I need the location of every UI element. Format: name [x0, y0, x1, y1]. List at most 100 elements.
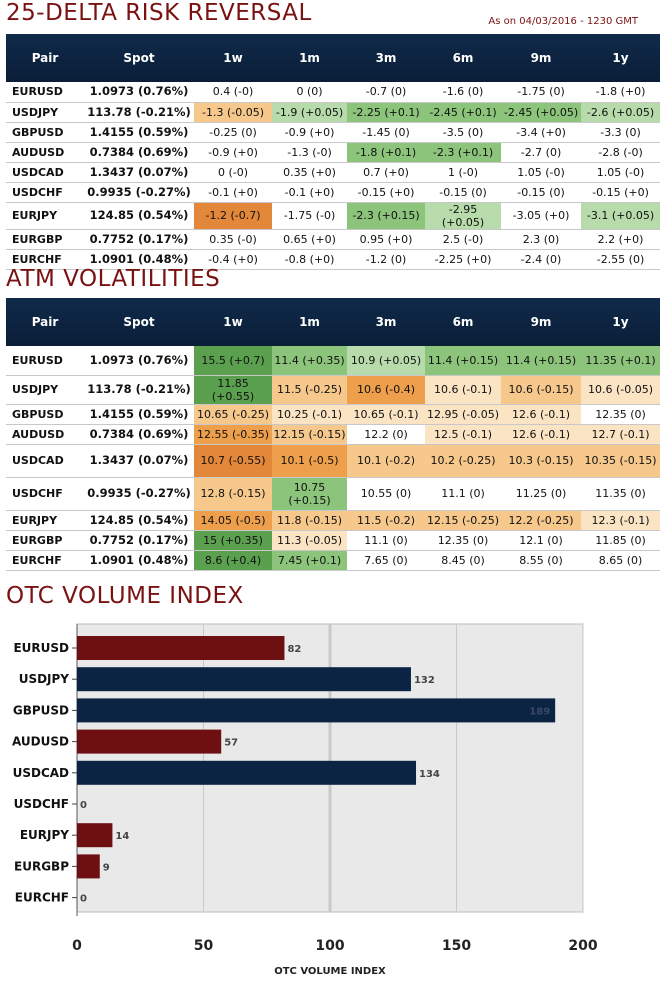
table-row: GBPUSD 1.4155 (0.59%) 10.65 (-0.25) 10.25 (…	[6, 404, 660, 425]
value-cell: 11.4 (+0.15)	[501, 346, 581, 376]
bar	[77, 823, 113, 848]
value-cell: 11.8 (-0.15)	[272, 510, 347, 531]
value-cell: -3.4 (+0)	[501, 122, 581, 143]
value-cell: 12.55 (-0.35)	[194, 424, 272, 445]
value-cell: -0.4 (+0)	[194, 249, 272, 270]
value-cell: 11.5 (-0.2)	[347, 510, 425, 531]
pair-cell: USDJPY	[6, 375, 84, 405]
value-cell: 10.3 (-0.15)	[501, 444, 581, 478]
value-cell: -2.6 (+0.05)	[581, 102, 660, 123]
spot-cell: 1.0901 (0.48%)	[84, 550, 194, 571]
value-cell: 12.35 (0)	[425, 530, 501, 551]
value-cell: 0 (-0)	[194, 162, 272, 183]
pair-cell: USDCAD	[6, 162, 84, 183]
risk-reversal-table: Pair Spot 1w 1m 3m 6m 9m 1y EURUSD 1.0973 (0.76%…	[6, 34, 660, 270]
value-cell: -2.45 (+0.05)	[501, 102, 581, 123]
category-label: USDCHF	[14, 797, 69, 811]
column-header: 6m	[425, 298, 501, 346]
value-cell: 10.25 (-0.1)	[272, 404, 347, 425]
table-row: EURUSD 1.0973 (0.76%) 0.4 (-0) 0 (0) -0.7 (0…	[6, 82, 660, 103]
column-header: 6m	[425, 34, 501, 82]
data-label: 0	[80, 800, 87, 811]
value-cell: 10.6 (-0.1)	[425, 375, 501, 405]
column-header: 3m	[347, 34, 425, 82]
spot-cell: 0.7384 (0.69%)	[84, 424, 194, 445]
bar	[77, 854, 100, 879]
atm-vol-title: ATM VOLATILITIES	[6, 266, 221, 292]
pair-cell: EURGBP	[6, 229, 84, 250]
value-cell: 12.15 (-0.25)	[425, 510, 501, 531]
data-label: 14	[115, 831, 129, 842]
value-cell: -0.1 (+0)	[194, 182, 272, 203]
value-cell: -3.5 (0)	[425, 122, 501, 143]
spot-cell: 1.4155 (0.59%)	[84, 122, 194, 143]
category-label: GBPUSD	[13, 703, 69, 717]
table-row: USDCHF 0.9935 (-0.27%) 12.8 (-0.15) 10.75 (…	[6, 477, 660, 511]
value-cell: 10.6 (-0.05)	[581, 375, 660, 405]
value-cell: -1.8 (+0.1)	[347, 142, 425, 163]
data-label: 0	[80, 894, 87, 905]
column-header: Spot	[84, 34, 194, 82]
pair-cell: USDCHF	[6, 477, 84, 511]
column-header: Pair	[6, 34, 84, 82]
value-cell: 11.1 (0)	[347, 530, 425, 551]
data-label: 189	[529, 706, 550, 717]
pair-cell: USDCAD	[6, 444, 84, 478]
value-cell: 10.6 (-0.4)	[347, 375, 425, 405]
spot-cell: 1.0973 (0.76%)	[84, 82, 194, 103]
table-row: EURGBP 0.7752 (0.17%) 0.35 (-0) 0.65 (+0) 0.…	[6, 229, 660, 250]
bar	[77, 636, 285, 660]
column-header: Spot	[84, 298, 194, 346]
value-cell: 11.35 (0)	[581, 477, 660, 511]
value-cell: 11.35 (+0.1)	[581, 346, 660, 376]
value-cell: -0.8 (+0)	[272, 249, 347, 270]
value-cell: 11.3 (-0.05)	[272, 530, 347, 551]
value-cell: -0.25 (0)	[194, 122, 272, 143]
value-cell: 0.4 (-0)	[194, 82, 272, 103]
spot-cell: 1.4155 (0.59%)	[84, 404, 194, 425]
value-cell: 10.6 (-0.15)	[501, 375, 581, 405]
table-row: EURJPY 124.85 (0.54%) -1.2 (-0.7) -1.75 (-0…	[6, 202, 660, 230]
value-cell: 0 (0)	[272, 82, 347, 103]
value-cell: -1.9 (+0.05)	[272, 102, 347, 123]
value-cell: 11.85 (+0.55)	[194, 375, 272, 405]
x-tick-label: 0	[72, 938, 82, 954]
table-row: USDJPY 113.78 (-0.21%) 11.85 (+0.55) 11.5 (…	[6, 375, 660, 405]
table-row: USDCAD 1.3437 (0.07%) 10.7 (-0.55) 10.1 (-0…	[6, 444, 660, 478]
value-cell: -2.25 (+0)	[425, 249, 501, 270]
value-cell: 1.05 (-0)	[581, 162, 660, 183]
value-cell: -2.7 (0)	[501, 142, 581, 163]
pair-cell: EURGBP	[6, 530, 84, 551]
value-cell: -2.45 (+0.1)	[425, 102, 501, 123]
value-cell: 11.4 (+0.35)	[272, 346, 347, 376]
pair-cell: GBPUSD	[6, 122, 84, 143]
value-cell: 12.1 (0)	[501, 530, 581, 551]
value-cell: -3.05 (+0)	[501, 202, 581, 230]
value-cell: 15.5 (+0.7)	[194, 346, 272, 376]
value-cell: 12.8 (-0.15)	[194, 477, 272, 511]
value-cell: 12.15 (-0.15)	[272, 424, 347, 445]
value-cell: 11.25 (0)	[501, 477, 581, 511]
column-header: 1y	[581, 34, 660, 82]
value-cell: 12.35 (0)	[581, 404, 660, 425]
pair-cell: USDCHF	[6, 182, 84, 203]
value-cell: 12.7 (-0.1)	[581, 424, 660, 445]
value-cell: -2.55 (0)	[581, 249, 660, 270]
value-cell: 10.7 (-0.55)	[194, 444, 272, 478]
value-cell: 14.05 (-0.5)	[194, 510, 272, 531]
table-row: GBPUSD 1.4155 (0.59%) -0.25 (0) -0.9 (+0) -1…	[6, 122, 660, 143]
value-cell: 11.85 (0)	[581, 530, 660, 551]
value-cell: 10.35 (-0.15)	[581, 444, 660, 478]
value-cell: 12.2 (0)	[347, 424, 425, 445]
table-row: AUDUSD 0.7384 (0.69%) -0.9 (+0) -1.3 (-0) -1…	[6, 142, 660, 163]
volume-title: OTC VOLUME INDEX	[6, 583, 244, 609]
value-cell: 12.2 (-0.25)	[501, 510, 581, 531]
value-cell: -0.15 (+0)	[581, 182, 660, 203]
value-cell: -1.45 (0)	[347, 122, 425, 143]
column-header: Pair	[6, 298, 84, 346]
pair-cell: USDJPY	[6, 102, 84, 123]
value-cell: -2.3 (+0.1)	[425, 142, 501, 163]
value-cell: 0.95 (+0)	[347, 229, 425, 250]
category-label: AUDUSD	[12, 735, 69, 749]
value-cell: 10.1 (-0.5)	[272, 444, 347, 478]
